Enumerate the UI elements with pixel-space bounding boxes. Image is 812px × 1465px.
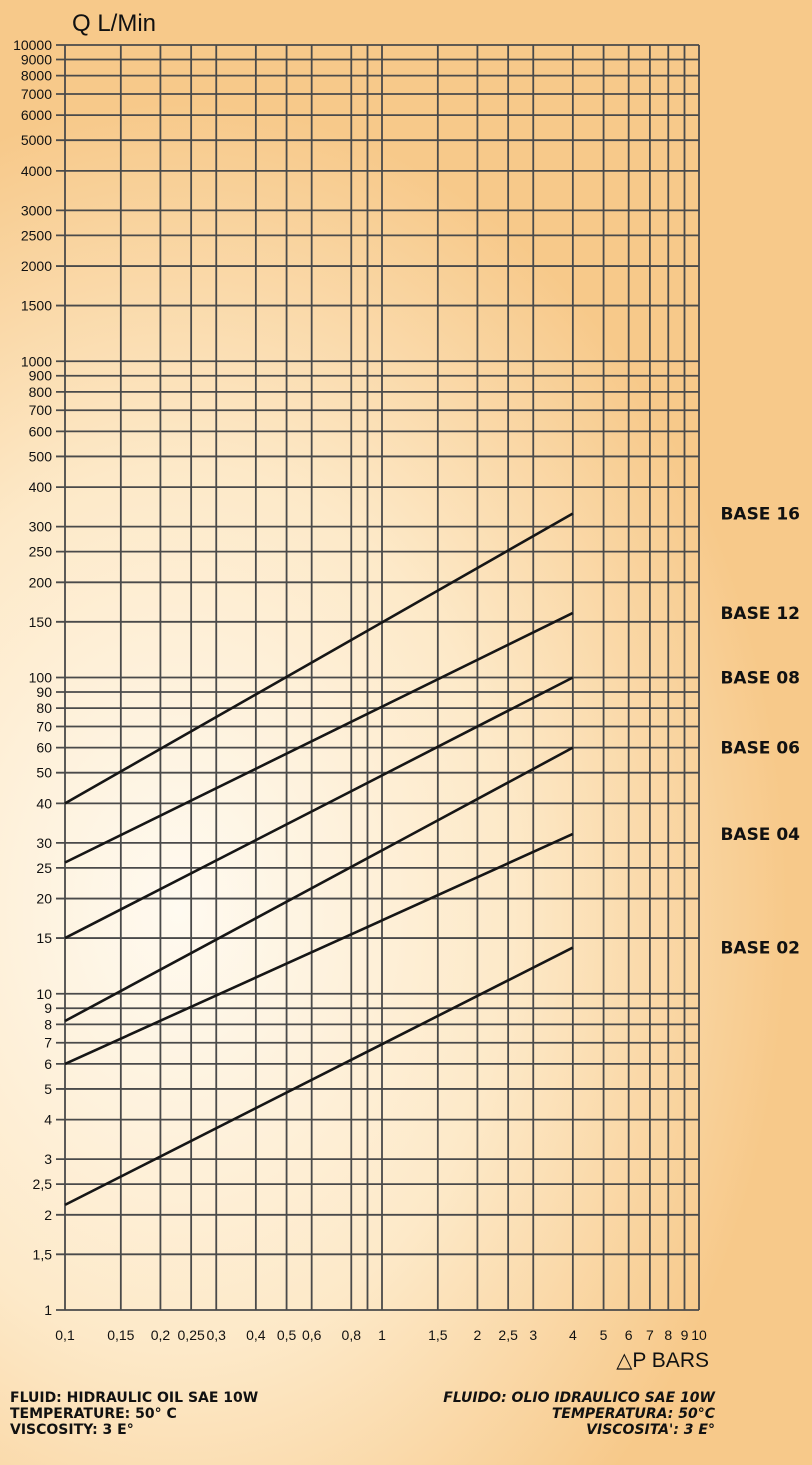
- x-tick-label: 9: [681, 1327, 689, 1343]
- series-label: BASE 06: [720, 739, 800, 759]
- y-tick-label: 40: [36, 795, 52, 811]
- x-tick-label: 1,5: [428, 1327, 448, 1343]
- series-label: BASE 02: [720, 939, 800, 959]
- x-tick-label: 0,4: [246, 1327, 266, 1343]
- x-tick-label: 8: [664, 1327, 672, 1343]
- series-label: BASE 16: [720, 505, 800, 525]
- y-tick-label: 7: [44, 1035, 52, 1051]
- x-tick-label: 0,3: [207, 1327, 227, 1343]
- y-tick-label: 9: [44, 1000, 52, 1016]
- x-tick-label: 2,5: [498, 1327, 518, 1343]
- y-tick-label: 25: [36, 860, 52, 876]
- y-tick-label: 4000: [21, 163, 52, 179]
- series-line: [64, 946, 574, 1207]
- y-tick-label: 90: [36, 684, 52, 700]
- y-tick-label: 300: [29, 519, 53, 535]
- y-tick-label: 700: [29, 402, 53, 418]
- y-tick-label: 5000: [21, 132, 52, 148]
- y-tick-label: 6: [44, 1056, 52, 1072]
- series-label: BASE 12: [720, 604, 800, 624]
- y-tick-label: 5: [44, 1081, 52, 1097]
- note-temperatura: TEMPERATURA: 50°C: [551, 1406, 715, 1422]
- series-label: BASE 04: [720, 825, 800, 845]
- y-tick-label: 8000: [21, 68, 52, 84]
- x-tick-label: 0,5: [277, 1327, 297, 1343]
- series-label: BASE 08: [720, 669, 800, 689]
- x-tick-label: 0,25: [178, 1327, 205, 1343]
- series-labels: BASE 16 BASE 12 BASE 08 BASE 06 BASE 04 BASE …: [720, 505, 800, 959]
- y-tick-label: 60: [36, 740, 52, 756]
- note-fluido: FLUIDO: OLIO IDRAULICO SAE 10W: [443, 1390, 715, 1406]
- series-lines: [64, 512, 574, 1207]
- note-temperature: TEMPERATURE: 50° C: [10, 1406, 177, 1422]
- y-tick-label: 10000: [13, 37, 52, 53]
- y-tick-label: 30: [36, 835, 52, 851]
- x-tick-label: 3: [529, 1327, 537, 1343]
- y-tick-label: 2000: [21, 258, 52, 274]
- x-tick-label: 6: [625, 1327, 633, 1343]
- y-tick-label: 3000: [21, 202, 52, 218]
- x-tick-label: 10: [691, 1327, 707, 1343]
- series-line: [64, 676, 574, 940]
- note-viscosita: VISCOSITA': 3 E°: [586, 1422, 715, 1438]
- note-viscosity: VISCOSITY: 3 E°: [10, 1422, 134, 1438]
- y-tick-label: 2: [44, 1207, 52, 1223]
- y-tick-label: 2500: [21, 227, 52, 243]
- x-tick-label: 4: [569, 1327, 577, 1343]
- x-tick-label: 0,2: [151, 1327, 171, 1343]
- y-tick-label: 800: [29, 384, 53, 400]
- y-tick-label: 400: [29, 479, 53, 495]
- y-tick-label: 50: [36, 765, 52, 781]
- y-tick-label: 4: [44, 1112, 52, 1128]
- y-tick-label: 3: [44, 1151, 52, 1167]
- y-tick-label: 1,5: [33, 1246, 53, 1262]
- y-tick-label: 10: [36, 986, 52, 1002]
- series-line: [64, 611, 574, 864]
- x-tick-label: 2: [474, 1327, 482, 1343]
- x-tick-label: 0,8: [342, 1327, 362, 1343]
- y-tick-label: 15: [36, 930, 52, 946]
- y-tick-label: 80: [36, 700, 52, 716]
- y-tick-label: 600: [29, 423, 53, 439]
- y-tick-label: 6000: [21, 107, 52, 123]
- y-tick-label: 7000: [21, 86, 52, 102]
- y-tick-label: 1500: [21, 298, 52, 314]
- fluid-notes-english: FLUID: HIDRAULIC OIL SAE 10W TEMPERATURE…: [10, 1390, 258, 1438]
- y-tick-label: 250: [29, 544, 53, 560]
- x-tick-label: 0,15: [107, 1327, 134, 1343]
- y-tick-label: 1: [44, 1302, 52, 1318]
- y-tick-label: 20: [36, 891, 52, 907]
- grid: [56, 44, 700, 1311]
- y-tick-label: 1000: [21, 353, 52, 369]
- y-axis: 11,522,534567891015202530405060708090100…: [13, 37, 52, 1318]
- y-axis-title: Q L/Min: [72, 10, 156, 37]
- y-tick-label: 100: [29, 670, 53, 686]
- series-line: [64, 746, 574, 1023]
- x-tick-label: 0,1: [55, 1327, 75, 1343]
- y-tick-label: 200: [29, 574, 53, 590]
- x-axis: 0,1 0,15 0,2 0,25 0,3 0,4 0,5 0,6 0,8 1 1,5 2 2,5 3 4 5…: [55, 1327, 707, 1343]
- x-tick-label: 5: [600, 1327, 608, 1343]
- y-tick-label: 900: [29, 368, 53, 384]
- x-tick-label: 7: [646, 1327, 654, 1343]
- fluid-notes-italian: FLUIDO: OLIO IDRAULICO SAE 10W TEMPERATU…: [443, 1390, 715, 1438]
- y-tick-label: 2,5: [33, 1176, 53, 1192]
- y-tick-label: 8: [44, 1016, 52, 1032]
- y-tick-label: 9000: [21, 51, 52, 67]
- y-tick-label: 70: [36, 718, 52, 734]
- y-tick-label: 150: [29, 614, 53, 630]
- x-axis-title: △P BARS: [616, 1349, 709, 1372]
- note-fluid: FLUID: HIDRAULIC OIL SAE 10W: [10, 1390, 259, 1406]
- series-line: [64, 832, 574, 1066]
- x-tick-label: 0,6: [302, 1327, 322, 1343]
- series-line: [64, 512, 574, 805]
- y-tick-label: 500: [29, 448, 53, 464]
- x-tick-label: 1: [378, 1327, 386, 1343]
